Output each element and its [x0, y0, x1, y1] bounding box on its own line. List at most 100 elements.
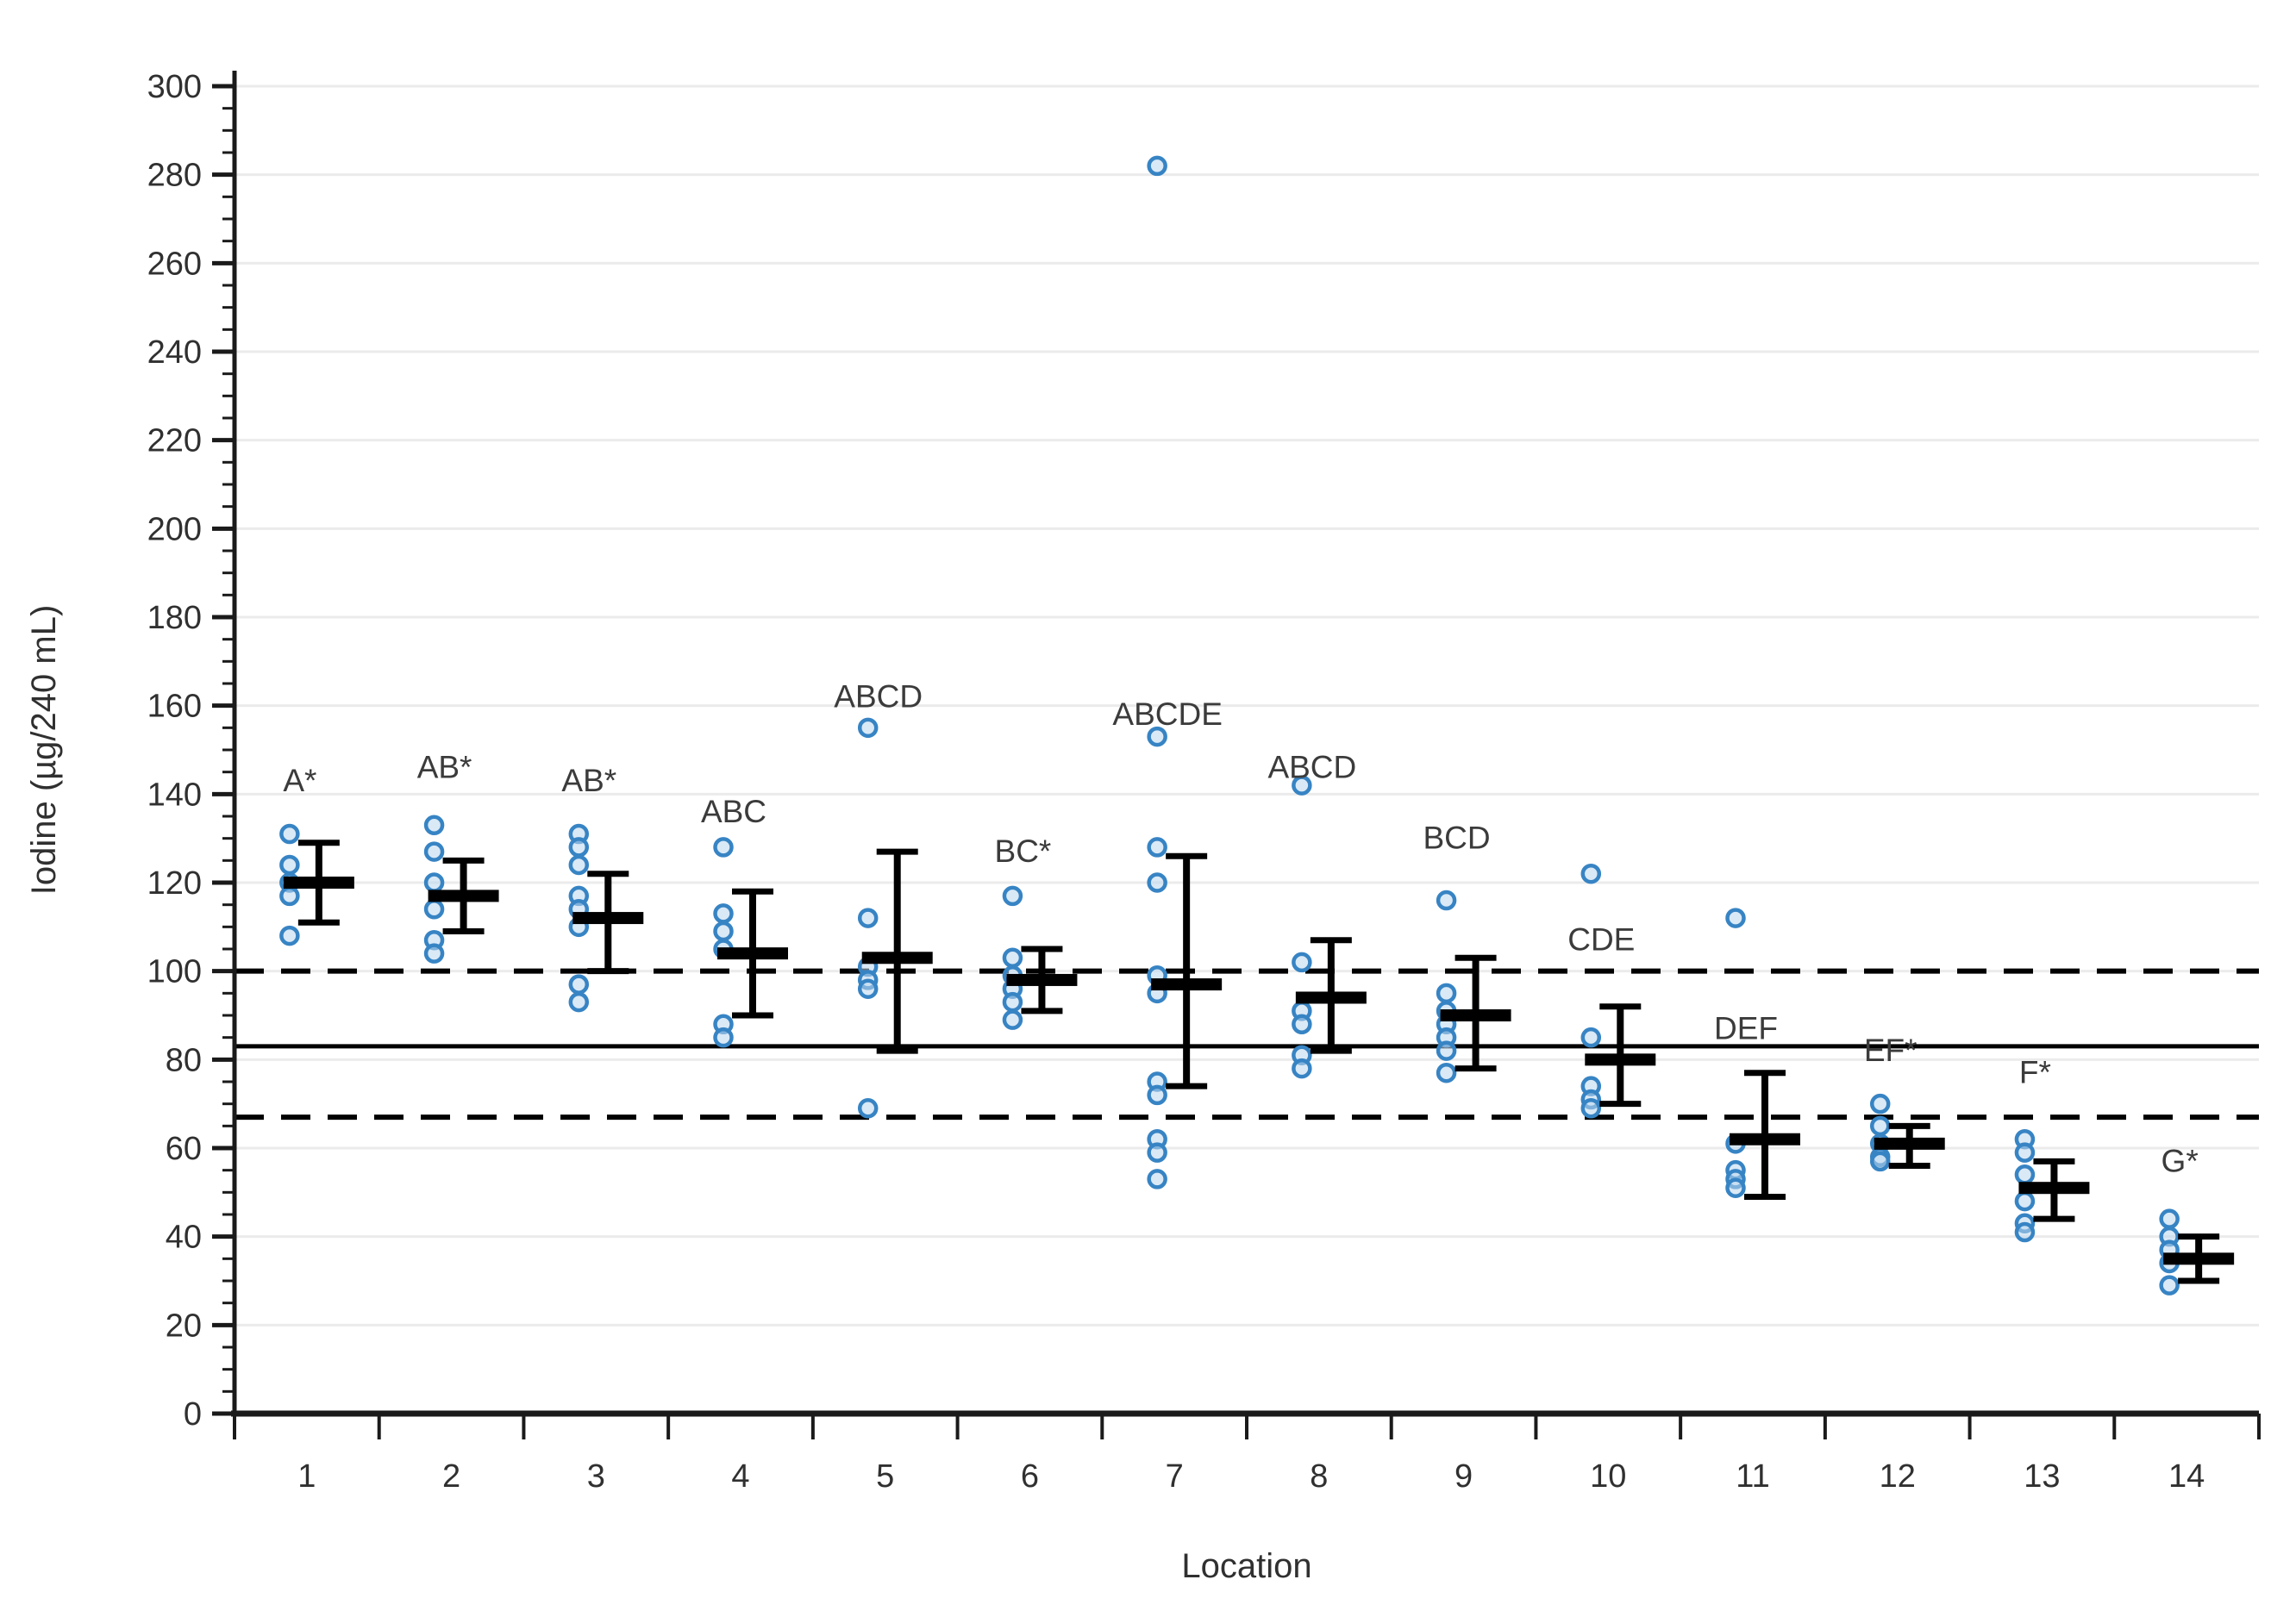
data-point: [423, 872, 445, 893]
data-point: [1292, 952, 1312, 973]
y-tick-label: 240: [147, 334, 202, 371]
mean-marker: [1874, 1137, 1945, 1150]
data-point: [279, 885, 300, 907]
significance-label: CDE: [1567, 922, 1635, 958]
data-point: [1147, 155, 1167, 177]
significance-label: EF*: [1864, 1033, 1918, 1068]
y-tick-label: 260: [147, 246, 202, 282]
data-point: [423, 841, 445, 862]
data-point: [1292, 1058, 1312, 1079]
data-point: [1725, 908, 1746, 928]
data-point: [857, 717, 879, 739]
significance-label: ABCDE: [1112, 696, 1222, 732]
x-category-label: 3: [587, 1458, 605, 1495]
x-category-label: 9: [1455, 1458, 1473, 1495]
significance-label: ABCD: [1267, 750, 1356, 785]
significance-label: A*: [283, 763, 316, 798]
data-point: [713, 837, 734, 858]
data-layer: [279, 155, 2235, 1295]
mean-marker: [1151, 978, 1223, 991]
y-tick-label: 120: [147, 865, 202, 902]
y-tick-label: 0: [184, 1396, 202, 1433]
reference-lines-layer: [235, 968, 2259, 1121]
location-group-8: [1292, 775, 1367, 1079]
significance-label: G*: [2161, 1143, 2199, 1178]
data-point: [857, 1098, 879, 1119]
data-point: [568, 837, 590, 858]
data-point: [857, 978, 879, 999]
x-category-label: 13: [2024, 1458, 2060, 1495]
significance-label: BCD: [1423, 821, 1491, 856]
data-point: [1725, 1177, 1746, 1198]
location-group-13: [2014, 1128, 2090, 1243]
data-point: [1002, 885, 1023, 907]
location-group-9: [1436, 890, 1511, 1083]
x-category-label: 7: [1166, 1458, 1184, 1495]
gridlines-layer: [235, 84, 2259, 1327]
data-point: [1580, 1098, 1602, 1119]
location-group-12: [1869, 1093, 1945, 1172]
significance-label: ABCD: [834, 678, 923, 714]
y-axis-title: Iodine (µg/240 mL): [25, 605, 63, 896]
data-point: [1002, 947, 1023, 969]
y-tick-label: 180: [147, 600, 202, 636]
y-tick-label: 300: [147, 69, 202, 105]
data-point: [2014, 1142, 2036, 1163]
y-tick-label: 80: [166, 1042, 202, 1078]
mean-marker: [572, 912, 644, 925]
mean-marker: [1585, 1053, 1656, 1066]
y-tick-label: 40: [166, 1220, 202, 1256]
y-tick-label: 220: [147, 423, 202, 459]
y-tick-label: 160: [147, 689, 202, 725]
error-bar: [1166, 852, 1208, 1089]
data-point: [1436, 890, 1457, 911]
data-point: [1869, 1151, 1891, 1172]
mean-marker: [1440, 1009, 1511, 1021]
mean-marker: [1006, 973, 1078, 986]
mean-marker: [1730, 1133, 1800, 1146]
significance-label: AB*: [417, 750, 472, 785]
location-group-4: [713, 837, 788, 1048]
location-group-10: [1580, 863, 1656, 1119]
location-group-3: [568, 823, 644, 1013]
data-point: [568, 854, 590, 876]
mean-marker: [861, 952, 933, 965]
data-point: [279, 925, 300, 946]
data-point: [1436, 1062, 1457, 1083]
x-category-label: 11: [1736, 1458, 1769, 1495]
data-point: [1147, 1084, 1167, 1106]
location-group-2: [423, 815, 499, 964]
x-category-label: 4: [731, 1458, 749, 1495]
y-tick-label: 140: [147, 777, 202, 813]
mean-marker: [283, 877, 354, 889]
data-point: [423, 899, 445, 920]
data-point: [279, 823, 300, 845]
significance-label: DEF: [1714, 1010, 1778, 1046]
data-point: [1147, 1169, 1167, 1189]
x-category-label: 10: [1590, 1458, 1626, 1495]
data-point: [423, 815, 445, 836]
significance-label: BC*: [995, 833, 1052, 869]
x-category-label: 12: [1880, 1458, 1916, 1495]
data-point: [1147, 837, 1167, 858]
y-tick-label: 100: [147, 954, 202, 990]
x-category-label: 1: [297, 1458, 316, 1495]
location-group-1: [279, 823, 354, 946]
data-point: [1580, 1027, 1602, 1048]
data-point: [2014, 1164, 2036, 1185]
data-point: [568, 974, 590, 995]
mean-marker: [1295, 991, 1367, 1004]
y-tick-label: 200: [147, 511, 202, 547]
axes-layer: 0 20 40 60 80 100 120 140 160 180 200 220 240 260 280 3…: [147, 69, 2261, 1495]
data-point: [1436, 983, 1457, 1004]
data-point: [1147, 872, 1167, 893]
x-category-label: 2: [442, 1458, 460, 1495]
data-point: [2159, 1208, 2180, 1229]
significance-label: ABC: [701, 794, 766, 829]
significance-label: AB*: [561, 763, 616, 798]
data-point: [1869, 1115, 1891, 1137]
location-group-5: [857, 717, 933, 1119]
data-point: [1869, 1093, 1891, 1114]
data-point: [1580, 863, 1602, 884]
